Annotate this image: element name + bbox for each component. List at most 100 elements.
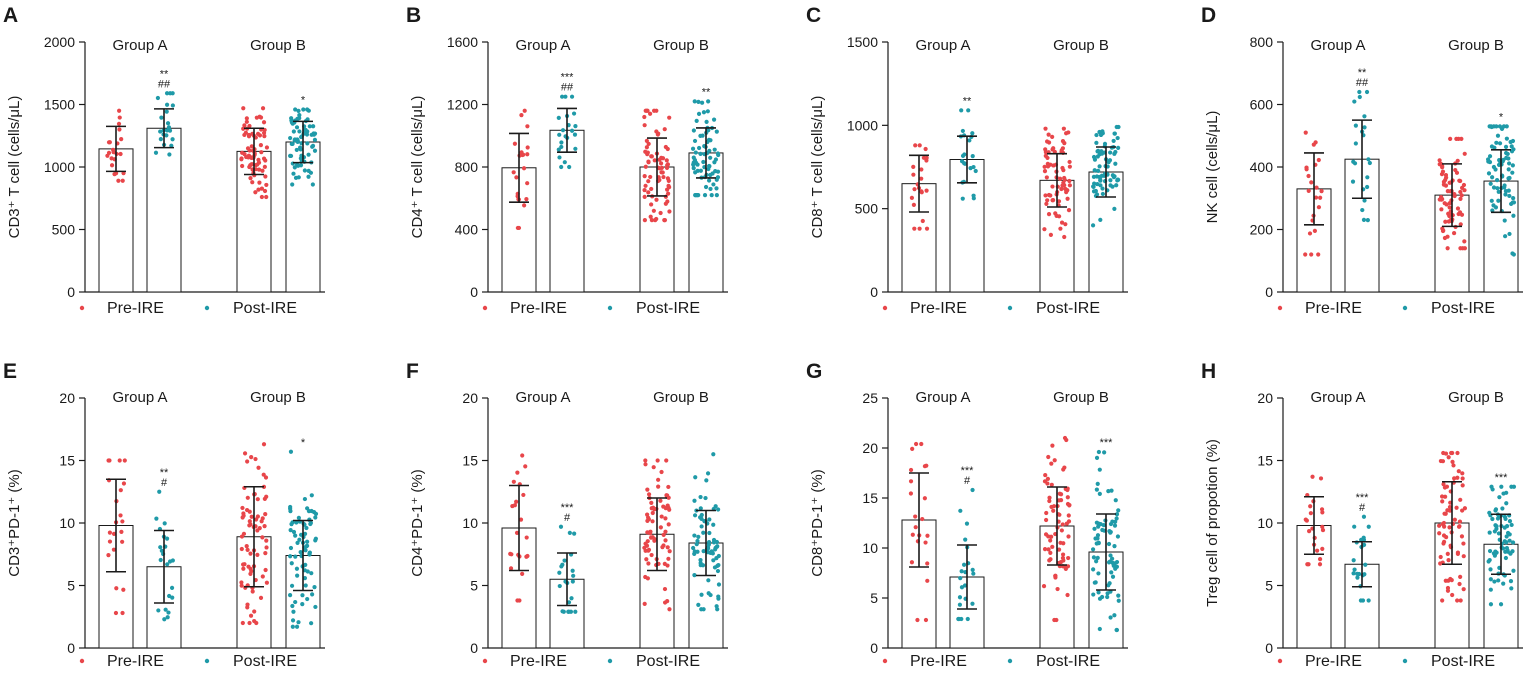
data-point	[1094, 192, 1100, 197]
data-point	[294, 566, 300, 571]
data-point	[263, 551, 268, 556]
data-point	[1510, 251, 1515, 256]
data-point	[247, 123, 252, 129]
data-point	[1095, 181, 1100, 187]
data-point	[1098, 175, 1103, 180]
data-point	[1049, 482, 1054, 487]
data-point	[705, 550, 711, 555]
data-point	[262, 496, 267, 501]
data-point	[1109, 570, 1114, 575]
data-point	[643, 458, 648, 463]
significance-line: **	[1358, 67, 1367, 79]
data-point	[240, 515, 245, 520]
data-point	[297, 129, 302, 134]
y-axis-label: CD4⁺PD-1⁺ (%)	[409, 469, 426, 577]
data-point	[1310, 474, 1315, 479]
data-point	[713, 504, 718, 509]
y-tick-label: 200	[1250, 222, 1274, 238]
data-point	[119, 529, 124, 535]
data-point	[241, 562, 246, 567]
data-point	[666, 522, 671, 527]
data-point	[698, 494, 703, 500]
significance-line: ***	[1495, 472, 1509, 484]
data-point	[159, 115, 164, 120]
data-point	[642, 114, 647, 120]
data-point	[1501, 581, 1506, 586]
data-point	[1438, 554, 1443, 560]
legend: Pre-IRE Post-IRE	[1277, 653, 1495, 670]
data-point	[1450, 592, 1455, 598]
data-point	[306, 152, 311, 157]
data-point	[294, 147, 299, 153]
data-point	[105, 153, 110, 158]
data-point	[1355, 571, 1360, 576]
data-point	[1447, 205, 1452, 210]
data-point	[1487, 154, 1493, 159]
data-point	[570, 579, 575, 584]
data-point	[661, 504, 666, 509]
data-point	[562, 160, 567, 165]
data-point	[557, 583, 562, 589]
data-point	[1107, 158, 1113, 163]
data-point	[1059, 528, 1064, 533]
data-point	[1108, 529, 1113, 535]
data-point	[170, 595, 175, 600]
data-point	[1511, 484, 1517, 489]
data-point	[1456, 211, 1461, 217]
data-point	[1059, 186, 1064, 192]
data-point	[962, 161, 968, 166]
data-point	[1459, 193, 1464, 198]
data-point	[920, 218, 925, 224]
data-point	[648, 535, 654, 540]
data-point	[1066, 513, 1071, 518]
data-point	[1315, 548, 1320, 553]
data-point	[1309, 180, 1314, 185]
significance-line: ***	[1100, 437, 1114, 449]
data-point	[1065, 196, 1070, 201]
data-point	[559, 140, 564, 145]
data-point	[911, 164, 916, 169]
data-point	[118, 488, 123, 493]
data-point	[1044, 175, 1049, 180]
data-point	[917, 226, 922, 231]
group-label: Group B	[1053, 37, 1109, 54]
data-point	[249, 144, 254, 149]
y-tick-label: 0	[1265, 640, 1273, 656]
data-point	[155, 95, 161, 101]
data-point	[1509, 586, 1514, 591]
data-point	[652, 536, 657, 542]
data-point	[704, 119, 709, 124]
data-point	[257, 133, 263, 138]
data-point	[958, 508, 963, 513]
data-point	[291, 171, 296, 176]
data-point	[309, 132, 314, 137]
data-point	[259, 519, 264, 524]
data-point	[1095, 536, 1100, 541]
data-point	[1458, 574, 1463, 579]
data-point	[968, 166, 973, 171]
legend-label-pre: Pre-IRE	[107, 653, 164, 670]
data-point	[1051, 163, 1056, 168]
data-point	[642, 218, 647, 223]
data-point	[515, 470, 520, 475]
data-point	[248, 176, 253, 181]
data-point	[662, 561, 667, 566]
data-point	[698, 557, 703, 563]
data-point	[1506, 167, 1511, 172]
panel-letter: E	[3, 360, 17, 383]
data-point	[1486, 171, 1492, 176]
data-point	[1461, 182, 1467, 188]
data-point	[1487, 510, 1492, 515]
data-point	[925, 578, 930, 583]
data-point	[522, 108, 527, 113]
data-point	[240, 163, 245, 169]
data-point	[288, 545, 294, 551]
data-point	[246, 132, 252, 138]
data-point	[1050, 443, 1055, 448]
data-point	[1045, 476, 1050, 481]
data-point	[522, 203, 527, 208]
data-point	[1511, 195, 1516, 201]
group-label: Group A	[112, 37, 167, 54]
data-point	[256, 465, 261, 470]
data-point	[701, 110, 707, 115]
